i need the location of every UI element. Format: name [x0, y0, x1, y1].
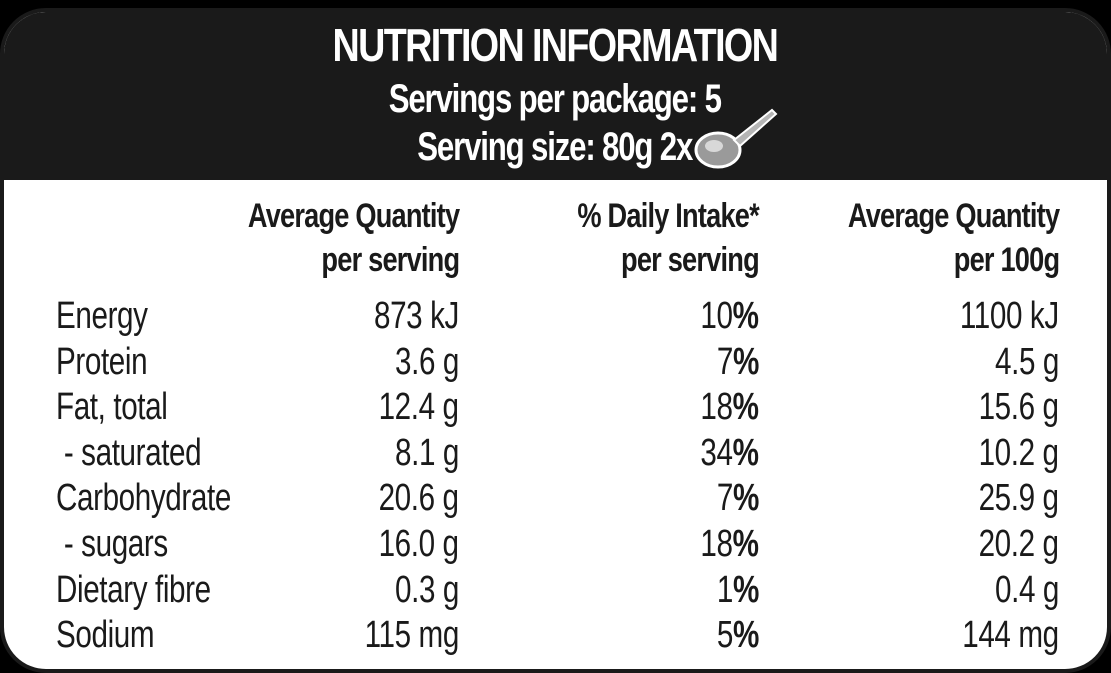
daily-intake-number: 18 — [700, 522, 734, 565]
daily-intake-number: 7 — [716, 340, 734, 383]
daily-intake-number: 1 — [716, 568, 734, 611]
label-title: NUTRITION INFORMATION — [332, 19, 779, 71]
spoon-icon — [694, 108, 778, 169]
daily-intake-value: 10% — [700, 294, 760, 340]
serving-size: Serving size: 80g 2x — [417, 125, 693, 169]
percent-sign: % — [733, 386, 759, 429]
per-100g-value: 4.5 g — [995, 340, 1059, 383]
percent-sign: % — [733, 295, 759, 337]
per-serving-value: 3.6 g — [395, 340, 459, 383]
per-100g-value: 144 mg — [962, 614, 1059, 657]
servings-per-package: Servings per package: 5 — [388, 77, 722, 121]
column-header-per-serving: Average Quantity per serving — [247, 194, 460, 282]
per-100g-value: 0.4 g — [995, 568, 1059, 611]
per-serving-value: 16.0 g — [378, 522, 459, 565]
label-header: NUTRITION INFORMATION Servings per packa… — [4, 12, 1107, 180]
percent-sign: % — [733, 522, 759, 565]
nutrient-name: - sugars — [56, 522, 168, 565]
daily-intake-value: 7% — [717, 340, 759, 386]
nutrient-name: Carbohydrate — [56, 477, 231, 520]
percent-sign: % — [733, 340, 759, 383]
nutrient-name: Sodium — [56, 614, 155, 657]
column-header-line: Average Quantity — [247, 197, 460, 235]
per-serving-value: 8.1 g — [395, 431, 459, 474]
column-header-line: per serving — [621, 241, 760, 279]
nutrient-name: Fat, total — [56, 386, 168, 429]
nutrition-label: NUTRITION INFORMATION Servings per packa… — [0, 8, 1111, 673]
per-serving-value: 873 kJ — [374, 295, 459, 337]
table-row: Sodium 115 mg 5% 144 mg — [4, 613, 1107, 659]
percent-sign: % — [733, 568, 759, 611]
nutrient-name: Energy — [56, 295, 148, 337]
table-row: Dietary fibre 0.3 g 1% 0.4 g — [4, 568, 1107, 614]
column-header-line: % Daily Intake* — [577, 197, 759, 235]
daily-intake-value: 34% — [700, 431, 760, 477]
per-100g-value: 10.2 g — [978, 431, 1059, 474]
per-100g-value: 15.6 g — [978, 386, 1059, 429]
daily-intake-value: 18% — [700, 385, 760, 431]
daily-intake-value: 5% — [717, 613, 759, 659]
nutrient-name: Dietary fibre — [56, 568, 211, 611]
daily-intake-value: 7% — [717, 476, 759, 522]
daily-intake-number: 7 — [716, 477, 734, 520]
table-row: Fat, total 12.4 g 18% 15.6 g — [4, 385, 1107, 431]
nutrient-table: Energy 873 kJ 10% 1100 kJ Protein 3.6 g … — [4, 294, 1107, 659]
daily-intake-value: 18% — [700, 522, 760, 568]
table-row: - sugars 16.0 g 18% 20.2 g — [4, 522, 1107, 568]
per-serving-value: 115 mg — [364, 614, 460, 657]
percent-sign: % — [733, 614, 759, 657]
per-100g-value: 25.9 g — [978, 477, 1059, 520]
column-header-line: per serving — [321, 241, 460, 279]
column-header-line: Average Quantity — [847, 197, 1060, 235]
daily-intake-number: 5 — [716, 614, 734, 657]
percent-sign: % — [733, 431, 759, 474]
per-100g-value: 1100 kJ — [960, 295, 1059, 337]
daily-intake-number: 10 — [700, 295, 734, 337]
column-header-per-100g: Average Quantity per 100g — [847, 194, 1060, 282]
table-row: - saturated 8.1 g 34% 10.2 g — [4, 431, 1107, 477]
table-row: Carbohydrate 20.6 g 7% 25.9 g — [4, 476, 1107, 522]
daily-intake-value: 1% — [717, 568, 759, 614]
per-serving-value: 0.3 g — [395, 568, 459, 611]
column-header-line: per 100g — [953, 241, 1060, 279]
daily-intake-number: 18 — [700, 386, 734, 429]
per-serving-value: 20.6 g — [378, 477, 459, 520]
nutrient-name: Protein — [56, 340, 148, 383]
column-header-daily-intake: % Daily Intake* per serving — [577, 194, 759, 282]
per-serving-value: 12.4 g — [378, 386, 459, 429]
per-100g-value: 20.2 g — [978, 522, 1059, 565]
table-row: Energy 873 kJ 10% 1100 kJ — [4, 294, 1107, 340]
nutrient-name: - saturated — [56, 431, 202, 474]
percent-sign: % — [733, 477, 759, 520]
daily-intake-number: 34 — [700, 431, 734, 474]
table-row: Protein 3.6 g 7% 4.5 g — [4, 340, 1107, 386]
